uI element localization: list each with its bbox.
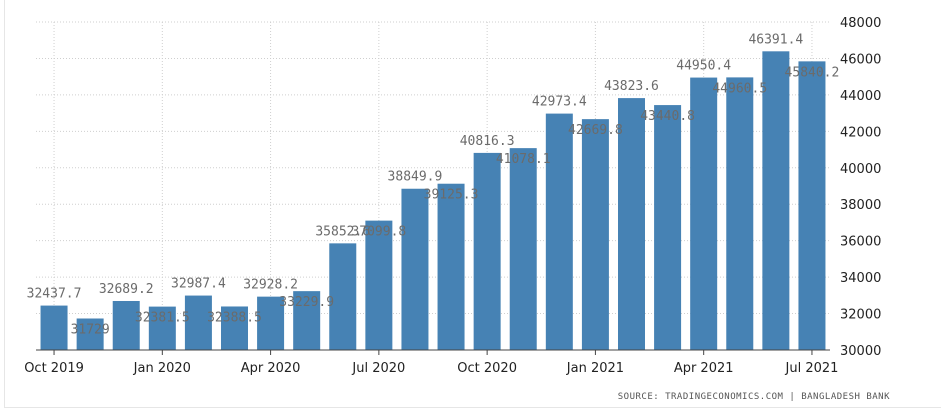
x-tick-label: Oct 2020: [457, 361, 517, 376]
bar: [473, 152, 501, 350]
bar: [581, 119, 609, 351]
y-tick-label: 48000: [840, 16, 881, 31]
y-tick-label: 42000: [840, 125, 881, 140]
bar: [40, 305, 68, 350]
data-label: 41078.1: [496, 152, 551, 167]
data-label: 32689.2: [99, 282, 154, 297]
data-label: 46391.4: [748, 32, 803, 47]
y-tick-label: 34000: [840, 271, 881, 286]
x-tick-label: Jul 2021: [785, 361, 839, 376]
data-label: 44960.5: [712, 81, 767, 96]
data-label: 40816.3: [460, 134, 515, 149]
y-tick-label: 38000: [840, 198, 881, 213]
data-label: 44950.4: [676, 59, 731, 74]
y-tick-label: 40000: [840, 162, 881, 177]
data-label: 42973.4: [532, 95, 587, 110]
data-label: 31729: [71, 322, 110, 337]
bar: [148, 306, 176, 350]
bar: [221, 306, 248, 350]
bar: [76, 318, 104, 350]
bar: [690, 77, 718, 350]
data-label: 43440.8: [640, 109, 695, 124]
data-label: 32928.2: [243, 278, 298, 293]
y-tick-label: 46000: [840, 52, 881, 67]
data-label: 38849.9: [388, 170, 443, 185]
bar: [618, 98, 645, 350]
data-label: 35852.6: [315, 224, 370, 239]
bar: [184, 295, 212, 350]
bar: [329, 243, 357, 350]
data-label: 43823.6: [604, 79, 659, 94]
bar: [112, 300, 140, 350]
bar: [798, 61, 826, 350]
data-label: 32437.7: [27, 287, 82, 302]
bar: [437, 183, 465, 350]
data-label: 45840.2: [785, 65, 840, 80]
x-tick-label: Apr 2020: [241, 361, 301, 376]
data-label: 32381.5: [135, 311, 190, 326]
data-label: 33229.9: [279, 295, 334, 310]
bar: [545, 113, 573, 350]
data-label: 37099.8: [351, 225, 406, 240]
bar: [762, 51, 790, 351]
bar: [509, 148, 537, 350]
data-label: 32388.5: [207, 310, 262, 325]
x-tick-label: Jul 2020: [351, 361, 405, 376]
bar: [726, 77, 754, 350]
x-tick-label: Jan 2021: [566, 361, 624, 376]
source-note: SOURCE: TRADINGECONOMICS.COM | BANGLADES…: [617, 392, 890, 402]
bar: [365, 220, 393, 350]
bar: [401, 188, 429, 350]
x-tick-label: Jan 2020: [133, 361, 191, 376]
y-tick-label: 44000: [840, 89, 881, 104]
x-tick-label: Apr 2021: [674, 361, 734, 376]
data-label: 39125.3: [424, 188, 479, 203]
y-tick-label: 36000: [840, 235, 881, 250]
bar: [257, 296, 285, 350]
data-label: 32987.4: [171, 277, 226, 292]
bar: [654, 105, 682, 350]
y-tick-label: 32000: [840, 308, 881, 323]
x-tick-label: Oct 2019: [24, 361, 84, 376]
bar: [293, 291, 321, 350]
data-label: 42669.8: [568, 123, 623, 138]
y-tick-label: 30000: [840, 344, 881, 359]
